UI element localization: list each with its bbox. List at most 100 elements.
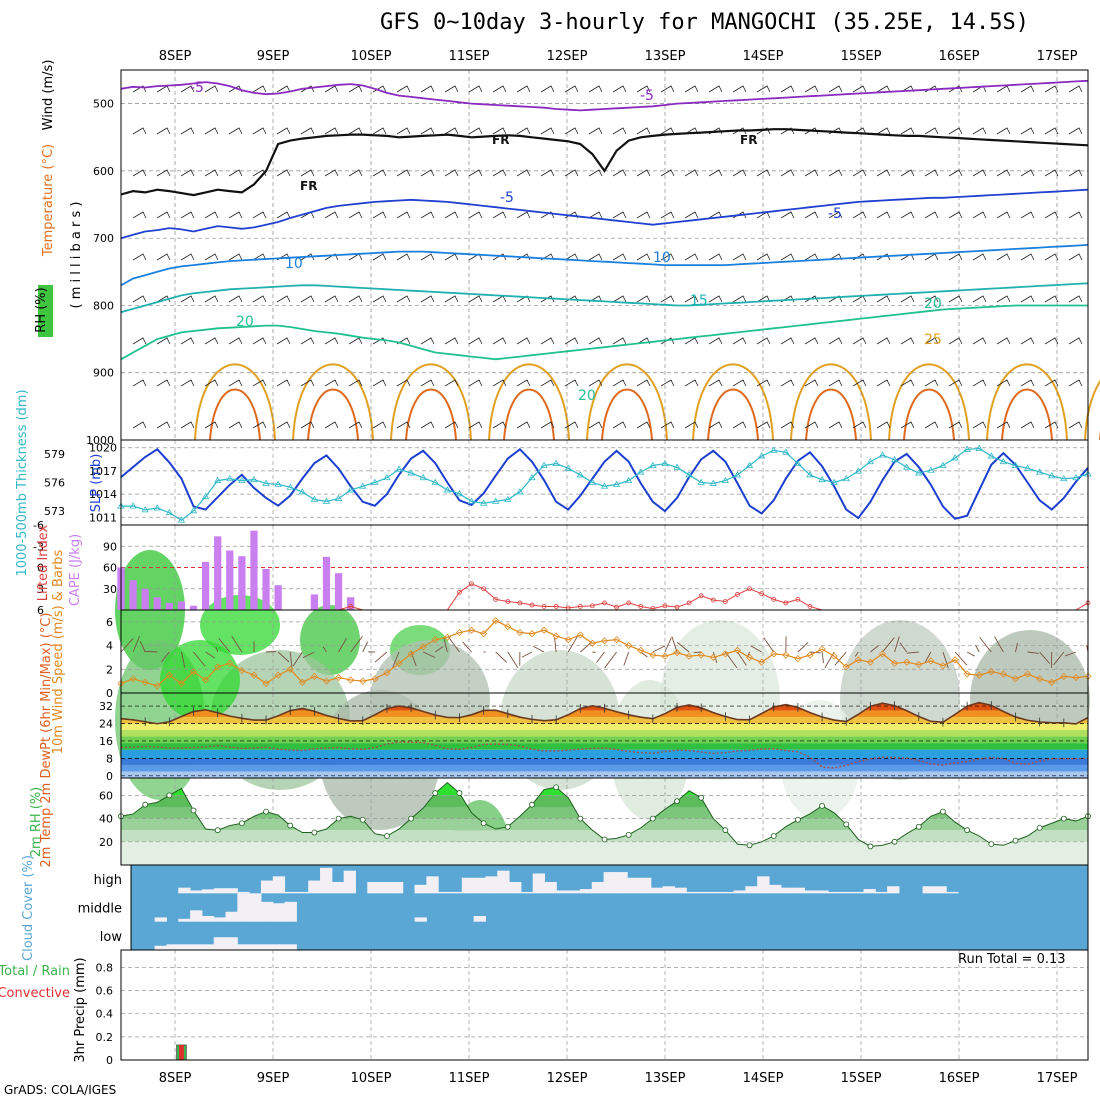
wind-barb: [1044, 421, 1059, 429]
rh-point: [166, 792, 173, 799]
wind-barb: [302, 651, 315, 659]
wind-barb: [1020, 421, 1035, 429]
wind-barb: [640, 651, 648, 658]
wind-barb: [300, 337, 315, 345]
cloud-cell: [237, 891, 250, 894]
cape-bar: [262, 568, 270, 610]
wind-barb: [540, 211, 555, 219]
wind-speed-point: [262, 679, 270, 688]
wind-barb: [180, 295, 195, 303]
y-tick-temp: 32: [99, 700, 113, 713]
slp-series-line: [120, 447, 1089, 520]
wind-speed-point: [891, 659, 899, 667]
wind-barb: [732, 421, 747, 429]
thickness-point: [371, 478, 379, 485]
wind-barb: [756, 253, 771, 261]
thickness-point: [878, 451, 887, 458]
wind-barb: [372, 337, 387, 345]
wind-barb: [156, 169, 171, 177]
rh-point: [698, 794, 705, 801]
date-label-top: 11SEP: [449, 49, 490, 64]
wind-barb: [684, 379, 699, 387]
wind-barb: [252, 169, 267, 177]
cloud-cell: [225, 911, 238, 922]
wind-barb: [516, 337, 531, 345]
cloud-cell: [154, 917, 167, 922]
temp-contour-25: [986, 363, 1068, 441]
wind-speed-point: [806, 651, 814, 659]
wind-barb: [804, 85, 819, 93]
wind-barb: [924, 295, 939, 303]
wind-speed-point: [613, 636, 621, 644]
li-point: [553, 604, 559, 609]
wind-barb: [996, 337, 1011, 345]
cloud-cell: [178, 918, 191, 922]
li-point: [759, 591, 765, 597]
cloud-cell: [662, 886, 675, 894]
legend-convective: Convective: [0, 986, 70, 1001]
wind-barb: [420, 253, 435, 261]
wind-barb: [804, 253, 819, 261]
wind-barb: [132, 169, 147, 177]
wind-barb: [521, 651, 533, 658]
wind-speed-point: [649, 651, 657, 659]
wind-barb: [372, 421, 387, 429]
temp-band: [121, 749, 1088, 759]
wind-barb: [1068, 421, 1083, 429]
cape-bar: [226, 550, 234, 610]
thickness-point: [866, 457, 875, 465]
wind-barb: [324, 421, 339, 429]
cloud-cell: [249, 944, 262, 950]
wind-barb: [567, 636, 578, 653]
wind-speed-point: [721, 650, 729, 658]
temp-contour-25: [790, 363, 872, 441]
rh-legend-swatch: [38, 285, 53, 337]
cloud-row-label: middle: [78, 902, 122, 917]
cloud-cell: [178, 887, 191, 894]
wind-barb: [996, 169, 1011, 177]
temp-contour-25: [692, 363, 774, 441]
wind-barb: [1020, 211, 1035, 219]
wind-speed-point: [999, 670, 1007, 678]
cloud-cell: [769, 884, 782, 894]
wind-barb: [652, 645, 666, 653]
wind-barb: [420, 295, 435, 303]
contour-label: 10: [285, 256, 303, 272]
wind-barb: [276, 211, 291, 219]
cloud-cell: [520, 891, 534, 894]
wind-speed-point: [419, 643, 427, 651]
wind-speed-point: [165, 671, 173, 679]
wind-speed-point: [866, 658, 874, 666]
rh-point: [311, 829, 318, 836]
wind-barb: [942, 651, 949, 669]
wind-speed-point: [975, 671, 983, 679]
wind-barb: [420, 421, 435, 429]
wind-barb: [540, 337, 555, 345]
cape-bar: [334, 573, 343, 610]
thickness-point: [516, 488, 524, 495]
cloud-cell: [367, 882, 380, 894]
wind-barb: [350, 635, 363, 653]
cloud-panel: high middle low Cloud Cover (%): [21, 855, 1089, 961]
date-label-top: 16SEP: [939, 49, 980, 64]
wind-barb: [348, 379, 363, 387]
temp-band: [121, 764, 1088, 772]
wind-barb: [972, 169, 987, 177]
wind-barb: [732, 127, 747, 135]
wind-barb: [900, 421, 915, 429]
wind-barb: [948, 127, 963, 135]
wind-barb: [161, 651, 170, 663]
rh-point: [625, 831, 632, 838]
wind-speed-point: [214, 663, 222, 671]
wind-barb: [218, 638, 231, 653]
wind-barb: [636, 211, 651, 219]
cloud-cell: [190, 944, 203, 950]
wind-barb: [588, 337, 603, 345]
cloud-cell: [828, 891, 841, 894]
wind-barb: [948, 337, 963, 345]
wind-barb: [1068, 85, 1083, 93]
y-tick-mb: 1000: [86, 434, 114, 447]
wind-barb: [588, 253, 603, 261]
cloud-cell: [201, 944, 215, 950]
thickness-point: [383, 474, 391, 481]
